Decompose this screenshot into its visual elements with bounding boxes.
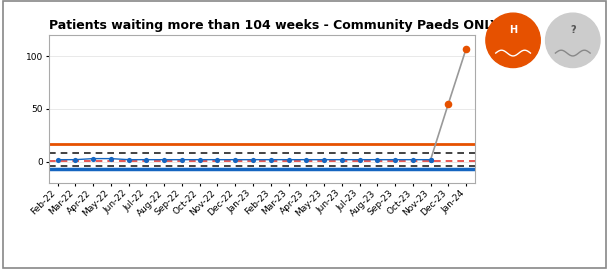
- Point: [124, 158, 133, 162]
- Point: [284, 158, 294, 162]
- Point: [71, 158, 80, 162]
- Point: [106, 157, 116, 161]
- Point: [88, 157, 98, 161]
- Point: [426, 158, 435, 162]
- Point: [373, 158, 382, 162]
- Point: [461, 47, 471, 51]
- Point: [195, 158, 205, 162]
- Text: Patients waiting more than 104 weeks - Community Paeds ONLY: Patients waiting more than 104 weeks - C…: [49, 19, 499, 32]
- Point: [141, 158, 151, 162]
- Point: [337, 158, 347, 162]
- Point: [426, 158, 435, 162]
- Text: ?: ?: [570, 25, 576, 35]
- Point: [177, 158, 187, 162]
- Point: [443, 101, 453, 106]
- Point: [301, 158, 311, 162]
- Circle shape: [546, 13, 600, 68]
- Point: [319, 158, 329, 162]
- Point: [213, 158, 222, 162]
- Point: [53, 158, 63, 162]
- Point: [248, 158, 258, 162]
- Text: H: H: [509, 25, 517, 35]
- Point: [160, 158, 169, 162]
- Point: [266, 158, 276, 162]
- Point: [390, 158, 400, 162]
- Point: [354, 158, 364, 162]
- Point: [230, 158, 240, 162]
- Circle shape: [486, 13, 540, 68]
- Point: [408, 158, 418, 162]
